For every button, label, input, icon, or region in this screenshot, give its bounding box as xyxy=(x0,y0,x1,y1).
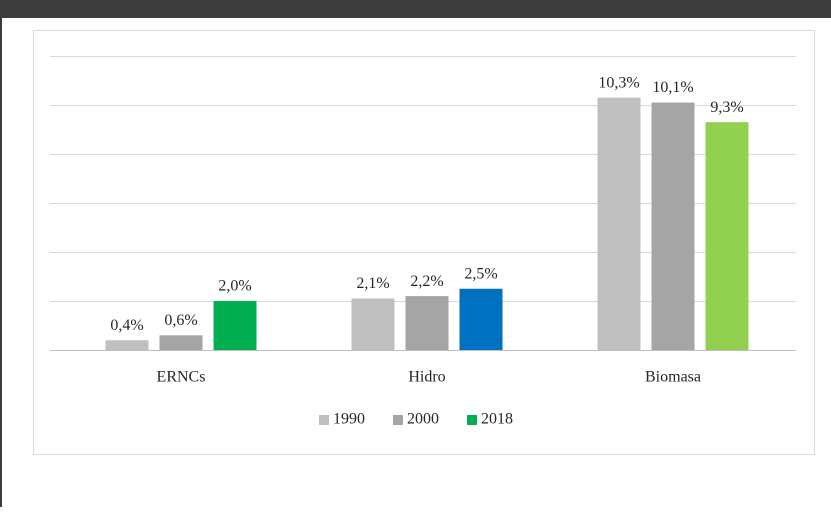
legend-swatch xyxy=(319,415,329,425)
x-tick-label: ERNCs xyxy=(157,369,206,386)
legend-label: 1990 xyxy=(333,411,365,428)
bar xyxy=(351,298,395,350)
value-label: 9,3% xyxy=(710,99,743,116)
value-label: 0,6% xyxy=(164,312,197,329)
header-bar xyxy=(0,0,831,18)
chart-frame xyxy=(33,30,815,455)
legend-label: 2000 xyxy=(407,411,439,428)
value-label: 0,4% xyxy=(110,317,143,334)
legend-swatch xyxy=(393,415,403,425)
bar xyxy=(651,102,695,350)
left-border xyxy=(0,0,2,507)
bar xyxy=(213,301,257,350)
legend-swatch xyxy=(467,415,477,425)
bar xyxy=(405,296,449,350)
value-label: 2,0% xyxy=(218,278,251,295)
x-tick-label: Hidro xyxy=(408,369,445,386)
value-label: 10,3% xyxy=(598,74,639,91)
bar xyxy=(459,288,503,350)
bar xyxy=(705,122,749,351)
value-label: 2,1% xyxy=(356,275,389,292)
x-tick-label: Biomasa xyxy=(645,369,701,386)
bar xyxy=(597,97,641,351)
value-label: 2,5% xyxy=(464,265,497,282)
value-label: 10,1% xyxy=(652,79,693,96)
legend-label: 2018 xyxy=(481,411,513,428)
bar xyxy=(159,335,203,350)
value-label: 2,2% xyxy=(410,273,443,290)
bar xyxy=(105,340,149,350)
